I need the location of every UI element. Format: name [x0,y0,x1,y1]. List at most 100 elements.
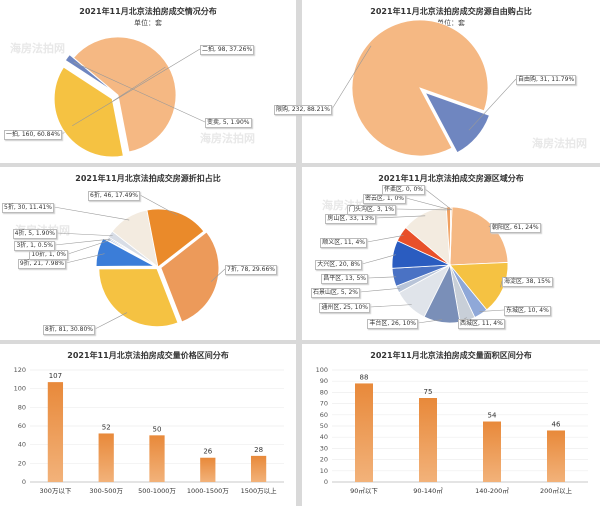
y-tick-label: 20 [18,459,26,467]
y-tick-label: 120 [14,366,26,374]
leader-line [479,309,505,312]
bar-value-label: 88 [360,373,369,381]
bar [47,382,64,482]
y-tick-label: 60 [320,411,328,419]
y-tick-label: 30 [320,444,328,452]
leader-line [488,225,491,228]
pie-slice-label: 昌平区, 13, 5% [321,274,368,284]
chart-panel-district: 海房法拍网 2021年11月北京法拍成交房源区域分布 朝阳区, 61, 24%海… [302,167,600,340]
bar [547,430,565,482]
chart-title: 2021年11月北京法拍房成交情况分布 [79,7,217,16]
pie-slice-label: 大兴区, 20, 8% [315,260,362,270]
pie-slice-label: 朝阳区, 61, 24% [490,223,541,233]
pie-slice [449,206,453,266]
chart-panel-discount: 海房法拍网 2021年11月北京法拍成交房源折扣占比 7折, 78, 29.66… [0,167,296,340]
leader-line [369,304,412,308]
pie-slice [95,237,155,267]
leader-line [210,268,226,282]
leader-line [65,253,105,264]
y-tick-label: 0 [22,478,26,486]
pie-slice [53,66,124,158]
pie-slice-label: 9折, 21, 7.98% [17,259,66,269]
y-tick-label: 90 [320,377,328,385]
x-tick-label: 90-140㎡ [413,486,443,495]
pie-slice-label: 顺义区, 11, 4% [320,238,367,248]
pie-slice-label: 石景山区, 5, 2% [311,288,360,298]
bar [250,455,267,482]
pie-slice-label: 怀柔区, 0, 0% [382,185,425,195]
y-tick-label: 80 [18,403,26,411]
pie-slice [424,91,490,154]
bar-value-label: 54 [488,412,497,420]
y-tick-label: 0 [324,478,328,486]
pie-slice-label: 7折, 78, 29.66% [225,265,277,275]
y-tick-label: 40 [18,441,26,449]
leader-line [417,319,443,324]
bar [419,398,437,482]
pie-slice-label: 门头沟区, 3, 1% [347,205,396,215]
pie-slice-label: 8折, 81, 30.80% [43,325,95,335]
bar [200,457,216,482]
bar-value-label: 52 [102,423,111,431]
pie-slice-label: 东城区, 10, 4% [504,306,551,316]
chart-title: 2021年11月北京法拍成交房源折扣占比 [75,174,221,183]
leader-line [67,239,110,255]
x-tick-label: 1000-1500万 [187,487,229,495]
bar-value-label: 107 [49,372,62,380]
chart-unit: 单位：套 [437,19,465,27]
bar-value-label: 46 [552,420,561,428]
bar [149,435,165,482]
pie-slice-label: 6折, 46, 17.49% [88,191,140,201]
watermark: 海房法拍网 [10,42,65,55]
pie-slice-label: 变卖, 5, 1.90% [205,118,252,128]
bar-value-label: 75 [424,388,433,396]
watermark: 海房法拍网 [200,132,255,145]
leader-line [424,188,453,211]
x-tick-label: 500-1000万 [138,487,176,495]
y-tick-label: 100 [316,366,328,374]
chart-title: 2021年11月北京法拍房成交量面积区间分布 [370,351,532,360]
leader-line [500,280,503,288]
leader-line [139,194,178,216]
bar [98,433,114,482]
x-tick-label: 90㎡以下 [350,486,378,495]
chart-panel-free-purchase: 海房法拍网 2021年11月北京法拍房成交房源自由购占比 单位：套 限购, 23… [274,0,600,163]
pie-slice-label: 房山区, 33, 13% [325,214,376,224]
bar-value-label: 26 [203,448,212,456]
leader-line [405,197,452,211]
x-tick-label: 1500万以上 [241,486,278,495]
bar-value-label: 28 [254,446,263,454]
pie-slice-label: 二拍, 98, 37.26% [200,45,255,55]
leader-line [375,215,426,219]
leader-line [53,206,130,221]
pie-slice-label: 海淀区, 38, 15% [502,277,553,287]
pie-slice [98,268,179,327]
pie-slice-label: 通州区, 25, 10% [319,303,370,313]
y-tick-label: 50 [320,422,328,430]
leader-line [359,287,401,293]
pie-slice-label: 4折, 5, 1.90% [12,229,57,239]
pie-slice [351,19,489,157]
y-tick-label: 70 [320,400,328,408]
pie-slice-label: 密云区, 1, 0% [363,194,406,204]
leader-line [56,232,113,237]
y-tick-label: 40 [320,433,328,441]
watermark: 海房法拍网 [532,137,587,150]
pie-slice-label: 西城区, 11, 4% [458,319,505,329]
bar [355,383,373,482]
pie-chart [53,194,226,330]
x-tick-label: 140-200㎡ [475,486,509,495]
chart-panel-area-range: 2021年11月北京法拍房成交量面积区间分布 0 10 20 30 40 50 60 70 80… [302,344,600,506]
chart-unit: 单位：套 [134,19,162,27]
leader-line [366,235,404,243]
pie-slice-label: 丰台区, 26, 10% [367,319,418,329]
leader-line [361,254,396,265]
y-tick-label: 20 [320,456,328,464]
x-tick-label: 300万以下 [39,487,71,495]
leader-line [72,48,201,127]
chart-panel-price-range: 2021年11月北京法拍房成交量价格区间分布 0 20 40 60 80 100 120 10… [0,344,296,506]
pie-slice [160,231,220,323]
pie-slice [146,208,205,268]
bar-chart: 0 20 40 60 80 100 120 107 300万以下 52 300-500万 50 500-… [14,366,284,495]
bar [483,421,501,482]
